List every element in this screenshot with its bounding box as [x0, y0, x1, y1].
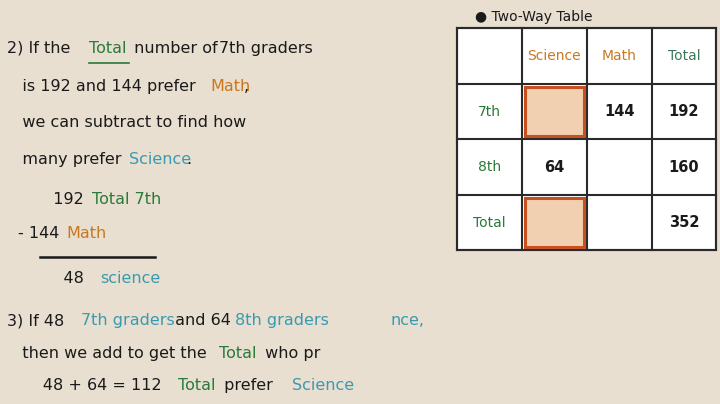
Text: Total: Total [179, 378, 216, 393]
Text: nce,: nce, [390, 313, 424, 328]
Text: 192: 192 [43, 192, 89, 207]
Text: 7th graders: 7th graders [219, 40, 312, 55]
Text: Math: Math [67, 226, 107, 241]
Text: prefer: prefer [219, 378, 283, 393]
Text: .: . [186, 152, 192, 166]
Bar [457, 28, 716, 250]
Text: 64: 64 [544, 160, 564, 175]
Text: Math: Math [211, 79, 251, 94]
Text: Total: Total [219, 345, 256, 360]
Text: Math: Math [602, 49, 636, 63]
Text: 7th graders: 7th graders [81, 313, 174, 328]
Text: Science: Science [292, 378, 354, 393]
Text: 3) If 48: 3) If 48 [7, 313, 70, 328]
Text: number of: number of [130, 40, 223, 55]
Text: Total 7th: Total 7th [92, 192, 161, 207]
Text: science: science [100, 271, 161, 286]
Text: Science: Science [528, 49, 581, 63]
Text: we can subtract to find how: we can subtract to find how [7, 115, 246, 130]
Text: 48: 48 [43, 271, 89, 286]
Text: Total: Total [89, 40, 126, 55]
Text: Total: Total [473, 216, 506, 230]
Text: then we add to get the: then we add to get the [7, 345, 212, 360]
Text: 7th: 7th [478, 105, 501, 119]
Text: 192: 192 [669, 104, 699, 119]
Text: 144: 144 [604, 104, 634, 119]
Text: ,: , [243, 79, 248, 94]
Bar [525, 198, 584, 247]
Text: and 64: and 64 [170, 313, 236, 328]
Text: many prefer: many prefer [7, 152, 127, 166]
Text: 160: 160 [669, 160, 699, 175]
Text: Total: Total [667, 49, 701, 63]
Text: Science: Science [130, 152, 192, 166]
Text: 352: 352 [669, 215, 699, 230]
Text: who pr: who pr [260, 345, 320, 360]
Text: is 192 and 144 prefer: is 192 and 144 prefer [7, 79, 201, 94]
Text: 48 + 64 = 112: 48 + 64 = 112 [7, 378, 167, 393]
Text: - 144: - 144 [18, 226, 65, 241]
Text: ● Two-Way Table: ● Two-Way Table [475, 10, 593, 24]
Text: 8th graders: 8th graders [235, 313, 329, 328]
Text: 2) If the: 2) If the [7, 40, 76, 55]
Text: 8th: 8th [478, 160, 501, 174]
Bar [525, 87, 584, 136]
